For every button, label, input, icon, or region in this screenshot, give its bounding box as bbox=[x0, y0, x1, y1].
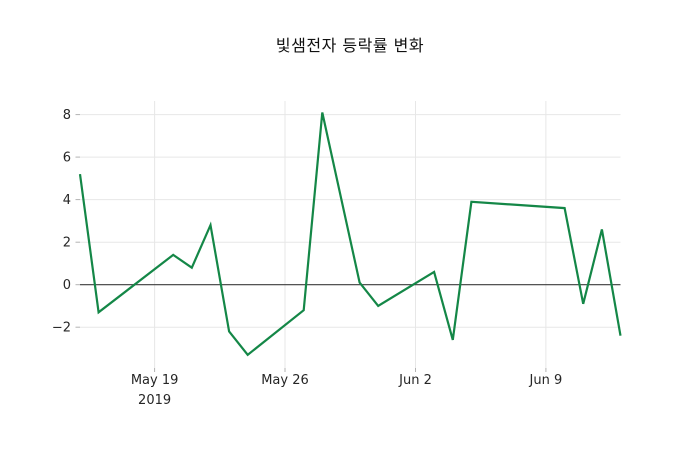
y-tick-label: 0 bbox=[63, 278, 71, 293]
x-tick-label: Jun 2 bbox=[398, 373, 432, 388]
y-tick-label: 8 bbox=[63, 108, 71, 123]
x-tick-sublabel: 2019 bbox=[138, 393, 171, 408]
x-tick-label: May 19 bbox=[131, 373, 179, 388]
y-tick-label: 6 bbox=[63, 151, 71, 166]
y-tick-label: −2 bbox=[52, 321, 71, 336]
price-change-line bbox=[78, 112, 622, 357]
chart-title: 빛샘전자 등락률 변화 bbox=[275, 36, 425, 55]
x-tick-label: May 26 bbox=[261, 373, 309, 388]
x-tick-label: Jun 9 bbox=[529, 373, 563, 388]
y-tick-label: 2 bbox=[63, 236, 71, 251]
y-tick-label: 4 bbox=[63, 193, 71, 208]
